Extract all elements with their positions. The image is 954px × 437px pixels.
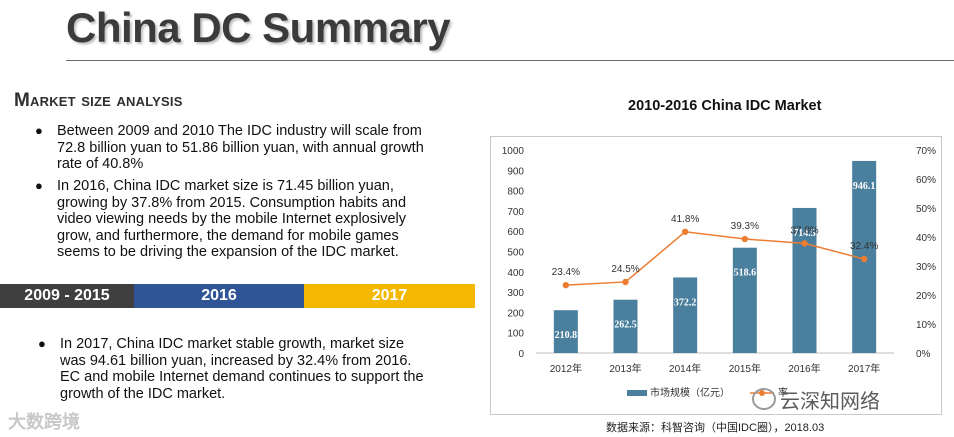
y-left-tick-label: 900	[507, 166, 524, 177]
y-right-tick-label: 20%	[916, 291, 936, 302]
y-right-tick-label: 70%	[916, 146, 936, 157]
x-tick-label: 2013年	[609, 362, 641, 375]
growth-rate-line	[565, 230, 865, 286]
data-source: 数据来源：科智咨询（中国IDC圈），2018.03	[606, 422, 825, 434]
line-value-label: 41.8%	[671, 214, 699, 225]
legend-bar-label: 市场规模（亿元）	[650, 386, 730, 399]
y-right-tick-label: 60%	[916, 175, 936, 186]
bullet-2017: ● In 2017, China IDC market stable growt…	[38, 336, 430, 402]
section-title: Market size analysis	[14, 90, 183, 111]
bar	[732, 247, 757, 353]
bullet-text: In 2017, China IDC market stable growth,…	[60, 336, 424, 402]
line-point	[801, 240, 808, 247]
line-value-label: 39.3%	[731, 221, 759, 232]
y-left-tick-label: 500	[507, 248, 524, 259]
line-point	[622, 278, 629, 286]
x-tick-label: 2015年	[729, 362, 761, 375]
y-right-tick-label: 30%	[916, 262, 936, 273]
bullet-2016: ● In 2016, China IDC market size is 71.4…	[35, 178, 437, 261]
y-left-tick-label: 200	[507, 308, 524, 319]
bar-value-label: 372.2	[674, 297, 697, 308]
chart-title: 2010-2016 China IDC Market	[628, 98, 822, 114]
bar	[792, 207, 817, 353]
y-left-tick-label: 800	[507, 187, 524, 198]
timeline-band-2017: 2017	[304, 284, 475, 308]
y-left-tick-label: 700	[507, 207, 524, 218]
timeline-band-2016: 2016	[134, 284, 304, 308]
line-point	[562, 281, 570, 289]
legend-bar-swatch	[627, 390, 647, 396]
title-divider	[66, 60, 954, 61]
y-left-tick-label: 100	[507, 329, 524, 340]
line-point	[741, 235, 749, 243]
y-right-tick-label: 40%	[916, 233, 936, 244]
bar	[673, 277, 698, 353]
y-left-tick-label: 400	[507, 268, 524, 279]
bar-value-label: 262.5	[614, 320, 637, 331]
line-value-label: 37.8%	[790, 225, 818, 236]
watermark-left: 大数跨境	[8, 412, 80, 432]
x-tick-label: 2017年	[848, 362, 880, 375]
bullet-dot-icon: ●	[38, 336, 46, 351]
bullet-dot-icon: ●	[35, 123, 43, 138]
bar	[613, 299, 638, 353]
y-left-tick-label: 300	[507, 288, 524, 299]
y-right-tick-label: 10%	[916, 320, 936, 331]
line-point	[681, 228, 689, 235]
legend-line-label: 率	[778, 386, 788, 399]
line-value-label: 32.4%	[850, 241, 878, 252]
line-value-label: 24.5%	[611, 264, 639, 275]
bar-value-label: 210.8	[555, 330, 578, 341]
bullet-dot-icon: ●	[35, 178, 43, 193]
line-value-label: 23.4%	[552, 267, 580, 278]
bullet-text: In 2016, China IDC market size is 71.45 …	[57, 178, 407, 260]
y-right-tick-label: 50%	[916, 204, 936, 215]
page-title: China DC Summary	[66, 4, 451, 51]
x-tick-label: 2014年	[669, 362, 701, 375]
y-right-tick-label: 0%	[916, 349, 931, 360]
x-tick-label: 2012年	[550, 362, 582, 375]
x-tick-label: 2016年	[788, 362, 820, 375]
bullet-2009-2010: ● Between 2009 and 2010 The IDC industry…	[35, 123, 427, 173]
idc-market-chart: 0 100 200 300 400 500 600 700 800 900 1000 0% 10% 20%…	[502, 146, 936, 399]
bar-value-label: 518.6	[734, 268, 757, 279]
y-left-tick-label: 600	[507, 227, 524, 238]
bar-value-label: 714.5	[793, 228, 816, 239]
timeline-band-2009-2015: 2009 - 2015	[0, 284, 134, 308]
bar-value-label: 946.1	[853, 181, 876, 192]
y-left-tick-label: 0	[518, 349, 524, 360]
watermark-right: 云深知网络	[780, 391, 880, 413]
bullet-text: Between 2009 and 2010 The IDC industry w…	[57, 123, 424, 172]
line-point	[860, 255, 868, 263]
bar	[553, 310, 578, 353]
y-left-tick-label: 1000	[502, 146, 525, 157]
wechat-logo-icon	[752, 388, 776, 410]
